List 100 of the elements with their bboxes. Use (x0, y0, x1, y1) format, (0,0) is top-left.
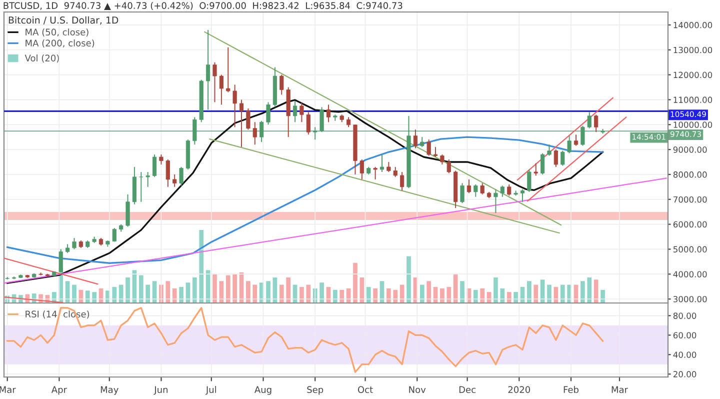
y-tick-label: 4000.00 (673, 271, 707, 278)
x-tick-label: Nov (409, 386, 426, 394)
candlestick (226, 46, 230, 93)
bar (547, 284, 552, 303)
candlestick (212, 62, 217, 103)
x-tick-label: Feb (564, 386, 578, 394)
bar (406, 256, 411, 303)
bar (85, 290, 90, 303)
candlestick (146, 171, 150, 188)
bar (279, 284, 284, 303)
bar (300, 286, 304, 303)
candlestick (433, 146, 438, 158)
y-tick-label: 20.00 (673, 371, 696, 378)
candlestick (540, 152, 545, 175)
bar (527, 281, 532, 303)
bar (506, 292, 512, 303)
candlestick (112, 228, 116, 242)
bar (440, 288, 444, 303)
bar (353, 262, 358, 303)
candlestick (420, 136, 424, 148)
bar (366, 286, 371, 303)
y-tick-label: 7000.00 (674, 196, 707, 203)
candlestick (252, 122, 257, 146)
y-tick-label: 3000.00 (673, 296, 707, 302)
candlestick (527, 168, 532, 192)
y-tick-label: 10000.00 (674, 122, 712, 128)
candlestick (320, 106, 324, 133)
bar (118, 284, 124, 303)
bar (480, 288, 485, 303)
bar (306, 284, 311, 303)
candlestick (246, 108, 250, 130)
candlestick (446, 159, 451, 174)
bar (500, 288, 505, 303)
candlestick (460, 182, 464, 204)
bar (460, 281, 464, 303)
x-tick-label: Apr (51, 386, 67, 395)
bar (92, 292, 96, 303)
candlestick (554, 149, 558, 168)
bar (232, 274, 237, 303)
bar (587, 277, 592, 303)
candlestick (239, 99, 244, 148)
x-tick-label: Aug (254, 386, 272, 395)
bar (212, 274, 217, 303)
bar (446, 286, 452, 303)
x-tick-label: Dec (459, 386, 476, 394)
bar (112, 286, 117, 303)
bar (246, 281, 250, 303)
chart-subtitle: BTCUSD, 1D 9740.73 ▲ +40.73 (+0.42%) O:9700.00 H:9823.42 L:9635.84 C:9740.73 (4, 2, 402, 10)
bar (146, 284, 150, 303)
candlestick (534, 162, 538, 176)
bar (600, 290, 605, 303)
x-tick-label: May (100, 386, 118, 395)
candlestick (192, 116, 197, 146)
y-tick-label: 14000.00 (674, 22, 712, 28)
bar (420, 284, 424, 303)
y-tick-label: 11000.00 (674, 96, 712, 103)
candlestick (507, 184, 512, 196)
bar (473, 290, 478, 303)
line-series (6, 307, 604, 373)
bar (514, 292, 518, 303)
candlestick (152, 154, 157, 178)
bar (386, 288, 391, 303)
candlestick (172, 174, 177, 188)
bar (332, 290, 338, 303)
candlestick (232, 84, 237, 128)
bar (320, 282, 324, 303)
candlestick (560, 150, 565, 166)
candlestick (480, 182, 484, 195)
candlestick (500, 185, 504, 198)
candlestick (360, 159, 364, 180)
bar (580, 281, 585, 303)
candlestick (72, 237, 76, 250)
candlestick (580, 125, 585, 146)
x-tick-label: 2020 (508, 386, 530, 394)
candlestick (219, 74, 224, 106)
x-tick-label: Jul (205, 386, 216, 395)
bar (226, 275, 230, 303)
candlestick (574, 134, 578, 146)
x-tick-label: Sep (307, 386, 324, 395)
y-tick-label: 5000.00 (674, 246, 707, 252)
bar (426, 281, 431, 303)
candlestick (280, 74, 284, 96)
candlestick (440, 154, 444, 165)
bar (126, 277, 130, 303)
bar (594, 280, 598, 303)
candlestick (393, 166, 398, 178)
candlestick (179, 166, 184, 186)
candlestick (520, 188, 525, 202)
candlestick (166, 159, 170, 188)
candlestick (494, 188, 498, 214)
bar (199, 230, 204, 303)
candlestick (386, 162, 391, 172)
y-tick-label: 13000.00 (674, 46, 712, 54)
bar (252, 284, 258, 303)
candlestick (567, 135, 572, 154)
candlestick (139, 171, 144, 202)
candlestick (346, 116, 351, 128)
legend-label: Vol (20) (24, 54, 59, 63)
legend-label: MA (50, close) (26, 28, 88, 37)
candlestick (292, 100, 298, 123)
